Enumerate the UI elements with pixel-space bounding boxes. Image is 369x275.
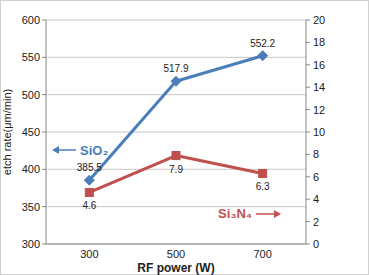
y-axis-label: etch rate(μm/min) [1, 89, 13, 175]
y2-tick-label: 16 [313, 59, 325, 71]
tick-mark [306, 176, 310, 177]
chart: 300 350 400 450 500 550 600 0 2 4 6 8 10 12 14 16 18 20 30… [0, 0, 369, 275]
marker [84, 175, 94, 185]
tick-mark [306, 20, 310, 21]
tick-mark [306, 87, 310, 88]
x-axis [46, 244, 306, 245]
tick-mark [306, 199, 310, 200]
grid-line [46, 20, 306, 21]
plot-area [84, 51, 267, 197]
tick-mark [306, 221, 310, 222]
x-axis-label: RF power (W) [137, 261, 214, 275]
x-tick-label: 700 [253, 248, 271, 260]
grid-line [46, 132, 306, 133]
outer-frame [1, 1, 369, 275]
y-axis [46, 20, 47, 244]
marker [85, 188, 93, 196]
tick-mark [306, 109, 310, 110]
y2-tick-label: 10 [313, 126, 325, 138]
tick-mark [306, 244, 310, 245]
tick-mark [306, 64, 310, 65]
tick-mark [42, 57, 46, 58]
series-label: Si₃N₄ [218, 206, 252, 221]
tick-mark [42, 206, 46, 207]
tick-mark [42, 169, 46, 170]
y2-tick-label: 4 [313, 193, 319, 205]
y-tick-label: 300 [22, 238, 40, 250]
data-label: 4.6 [82, 200, 96, 211]
arrow [256, 213, 276, 215]
tick-mark [42, 132, 46, 133]
series-line [89, 56, 262, 180]
tick-mark [42, 94, 46, 95]
y-tick-label: 450 [22, 126, 40, 138]
y-tick-label: 550 [22, 51, 40, 63]
x-tick-label: 500 [167, 248, 185, 260]
y2-tick-label: 12 [313, 104, 325, 116]
tick-mark [306, 132, 310, 133]
marker [259, 169, 267, 177]
y2-tick-label: 20 [313, 14, 325, 26]
y2-tick-label: 14 [313, 81, 325, 93]
y2-axis [306, 20, 307, 244]
grid-line [46, 244, 306, 245]
series-line [89, 156, 262, 193]
data-label: 7.9 [169, 164, 183, 175]
labels: 385.5 517.9 552.2 SiO₂ 4.6 7.9 6.3 Si₃N₄ [52, 38, 281, 221]
y-tick-label: 500 [22, 89, 40, 101]
tick-mark [42, 20, 46, 21]
x-tick-label: 300 [80, 248, 98, 260]
tick-mark [306, 154, 310, 155]
y2-tick-label: 2 [313, 216, 319, 228]
arrowhead [274, 210, 281, 218]
y2-tick-label: 0 [313, 238, 319, 250]
series-label: SiO₂ [80, 143, 108, 158]
y-tick-label: 400 [22, 163, 40, 175]
y-tick-label: 600 [22, 14, 40, 26]
y2-tick-label: 6 [313, 171, 319, 183]
marker [172, 152, 180, 160]
tick-mark [306, 42, 310, 43]
y2-tick-label: 18 [313, 36, 325, 48]
y2-tick-label: 8 [313, 148, 319, 160]
arrow [57, 149, 76, 151]
marker [171, 76, 181, 86]
marker [258, 51, 268, 61]
grid-line [46, 94, 306, 95]
tick-mark [42, 244, 46, 245]
data-label: 6.3 [256, 181, 270, 192]
data-label: 517.9 [163, 63, 188, 74]
data-label: 385.5 [77, 162, 102, 173]
y-tick-label: 350 [22, 201, 40, 213]
data-label: 552.2 [250, 38, 275, 49]
